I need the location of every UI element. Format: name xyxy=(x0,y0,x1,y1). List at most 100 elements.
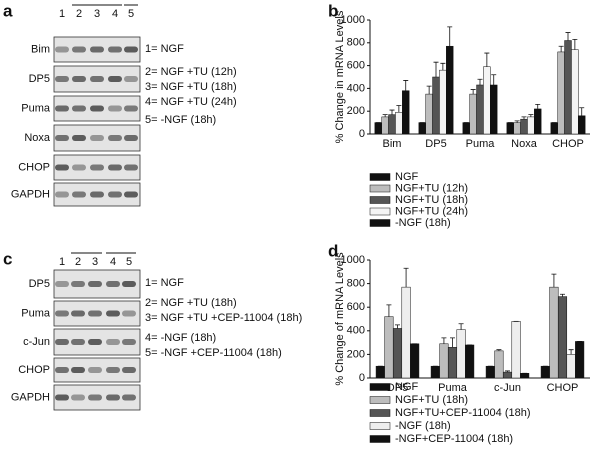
legend-swatch xyxy=(369,184,391,193)
x-tick-label: Bim xyxy=(383,138,402,150)
blot-band xyxy=(88,367,102,373)
blot-band xyxy=(88,281,102,287)
bar xyxy=(388,114,396,135)
bar xyxy=(485,365,495,379)
blot-legend: 3= NGF +TU +CEP-11004 (18h) xyxy=(145,312,302,324)
error-bar xyxy=(450,337,455,348)
blot-band xyxy=(122,367,136,373)
x-tick-label: CHOP xyxy=(552,138,584,150)
blot-row-label: CHOP xyxy=(18,364,50,376)
error-bar xyxy=(514,120,520,123)
bar xyxy=(418,122,426,135)
bar xyxy=(469,93,477,135)
lane-number: 5 xyxy=(126,256,132,268)
y-tick-label: 800 xyxy=(347,278,365,290)
error-bar xyxy=(403,80,409,91)
bar xyxy=(439,69,447,135)
legend-label: NGF+TU (12h) xyxy=(395,182,468,194)
bar xyxy=(384,316,394,379)
blot-row-label: GAPDH xyxy=(11,188,50,200)
panel-label: c xyxy=(3,249,12,268)
lane-number: 1 xyxy=(59,8,65,20)
blot-band xyxy=(124,135,138,141)
legend-label: -NGF (18h) xyxy=(395,217,451,229)
legend-label: -NGF+CEP-11004 (18h) xyxy=(395,433,513,445)
blot-row-label: GAPDH xyxy=(11,391,50,403)
y-tick-label: 200 xyxy=(347,105,365,117)
legend-label: NGF+TU (24h) xyxy=(395,205,468,217)
error-bar xyxy=(491,74,497,85)
blot-band xyxy=(55,310,69,317)
bar xyxy=(540,365,550,379)
bar xyxy=(381,116,389,135)
lane-number: 3 xyxy=(94,8,100,20)
blot-band xyxy=(72,105,86,112)
blot-band xyxy=(108,46,122,53)
blot-row-label: Noxa xyxy=(24,132,51,144)
bar xyxy=(571,49,579,135)
error-bar xyxy=(568,349,574,355)
blot-legend: 2= NGF +TU (12h) xyxy=(145,66,237,78)
error-bar xyxy=(528,114,534,117)
bar xyxy=(446,45,454,135)
blot-band xyxy=(90,191,104,198)
blot-band xyxy=(124,191,138,198)
blot-legend: 4= NGF +TU (24h) xyxy=(145,96,237,108)
error-bar xyxy=(579,107,585,116)
x-tick-label: DP5 xyxy=(387,382,408,394)
error-bar xyxy=(433,61,439,77)
error-bar xyxy=(396,105,402,113)
blot-row-label: Puma xyxy=(21,307,51,319)
blot-band xyxy=(55,135,69,141)
blot-band xyxy=(55,105,69,112)
bar xyxy=(534,108,542,135)
blot-row-label: Bim xyxy=(31,43,50,55)
legend-swatch xyxy=(369,196,391,204)
blot-band xyxy=(106,281,120,287)
blot-band xyxy=(71,339,85,345)
blot-band xyxy=(122,339,136,345)
lane-number: 2 xyxy=(76,8,82,20)
error-bar xyxy=(560,293,565,297)
lane-number: 5 xyxy=(128,8,134,20)
error-bar xyxy=(389,109,395,115)
error-bar xyxy=(440,62,446,71)
y-tick-label: 1000 xyxy=(341,254,365,266)
blot-band xyxy=(55,46,69,53)
y-tick-label: 400 xyxy=(347,325,365,337)
blot-band xyxy=(88,310,102,317)
bar xyxy=(557,51,565,135)
bar xyxy=(432,76,440,135)
blot-band xyxy=(88,394,102,401)
legend-swatch xyxy=(369,383,391,391)
blot-band xyxy=(108,164,122,171)
x-tick-label: DP5 xyxy=(425,138,446,150)
bar xyxy=(527,116,535,135)
blot-band xyxy=(122,394,136,401)
bar xyxy=(506,122,514,135)
bar xyxy=(564,40,572,135)
y-tick-label: 0 xyxy=(359,372,365,384)
panel-label: b xyxy=(328,1,338,20)
blot-band xyxy=(106,394,120,401)
blot-band xyxy=(90,46,104,53)
blot-band xyxy=(55,339,69,345)
bar xyxy=(425,93,433,135)
blot-band xyxy=(124,164,138,171)
error-bar xyxy=(565,32,571,41)
bar xyxy=(465,344,475,379)
bar xyxy=(410,343,420,379)
legend-label: NGF+TU (18h) xyxy=(395,394,468,406)
y-axis-label: % Change in mRNA Levels xyxy=(334,10,346,143)
y-tick-label: 400 xyxy=(347,82,365,94)
error-bar xyxy=(458,323,464,330)
legend-label: NGF xyxy=(395,381,419,393)
blot-band xyxy=(108,135,122,141)
bar xyxy=(520,373,530,379)
blot-band xyxy=(55,164,69,171)
blot-band xyxy=(106,339,120,345)
y-tick-label: 1000 xyxy=(341,14,365,26)
x-tick-label: c-Jun xyxy=(494,382,521,394)
blot-band xyxy=(71,281,85,287)
